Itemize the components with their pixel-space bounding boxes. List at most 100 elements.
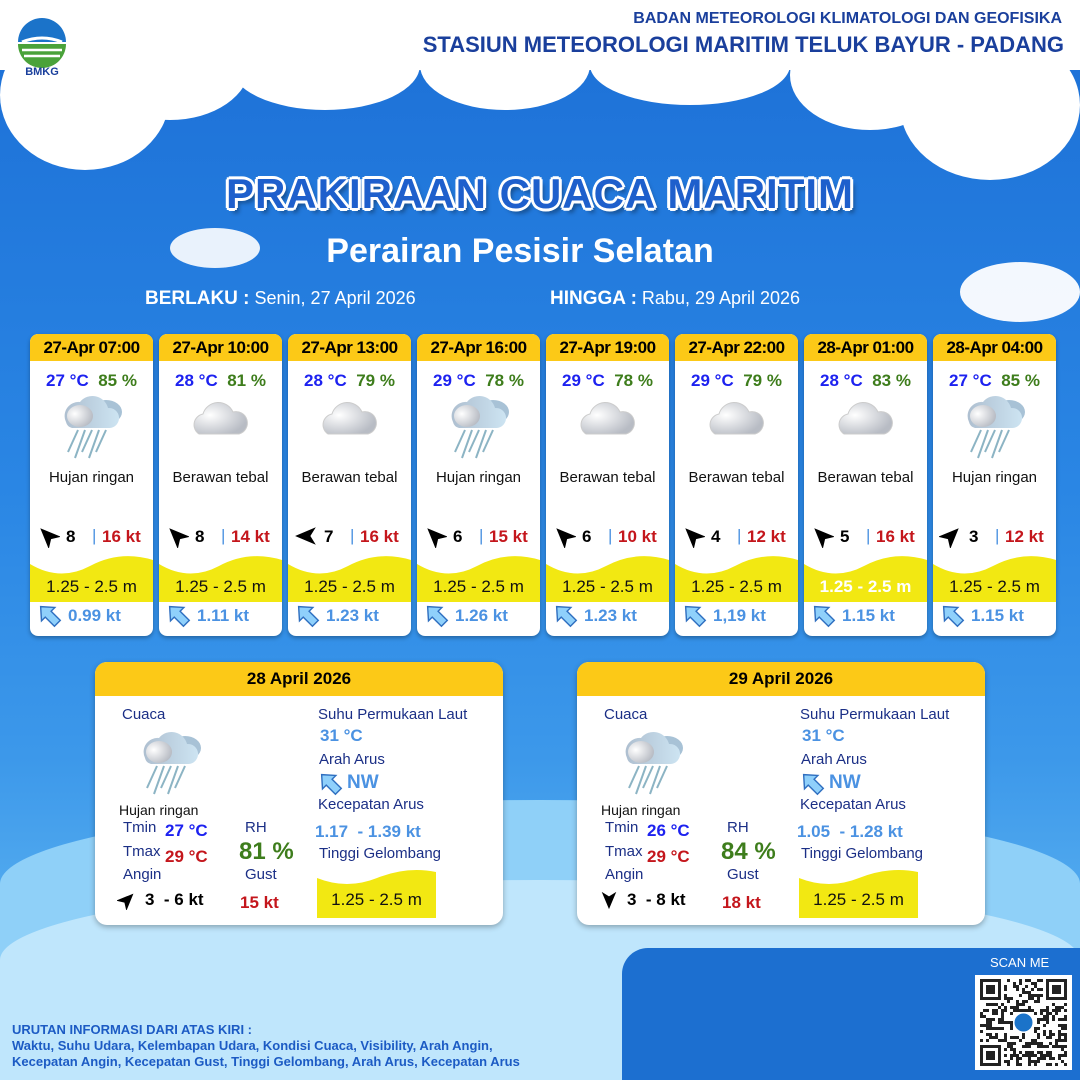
weather-condition: Hujan ringan [601,802,681,818]
forecast-card: 27-Apr 10:00 28 °C 81 % Berawan tebal 8 … [159,334,282,636]
humidity: 79 % [356,371,395,390]
weather-condition: Hujan ringan [951,469,1038,486]
daily-summary-panel: 28 April 2026 Cuaca Hujan ringan Tmin 27… [95,662,503,925]
wind-direction-icon [423,524,449,553]
temp-rh: 28 °C 79 % [288,371,411,391]
tmax-value: 29 °C [165,847,208,866]
air-temperature: 29 °C [562,371,605,390]
weather-condition: Berawan tebal [301,469,398,486]
wave-height-value: 1.25 - 2.5 m [813,890,904,909]
current-direction-icon [317,770,343,801]
wind-speed: 8 [195,527,205,546]
wind-row: 4 | 12 kt [675,524,798,550]
temp-rh: 27 °C 85 % [933,371,1056,391]
tmin-label: Tmin [123,819,157,836]
current-speed: 1.15 kt [971,606,1024,625]
wind-row: 7 | 16 kt [288,524,411,550]
wave-height: 1.25 - 2.5 m [304,577,395,596]
sst-value: 31 °C [802,726,845,745]
gust-speed: 16 kt [876,527,915,546]
weather-condition: Berawan tebal [172,469,269,486]
org-name: BADAN METEOROLOGI KLIMATOLOGI DAN GEOFIS… [633,10,1062,27]
valid-to-value: Rabu, 29 April 2026 [641,288,801,308]
gust-value: 15 kt [240,893,279,912]
wave-height: 1.25 - 2.5 m [46,577,137,596]
forecast-time: 27-Apr 07:00 [30,334,153,361]
forecast-card: 27-Apr 07:00 27 °C 85 % Hujan ringan 8 |… [30,334,153,636]
footer-line: Kecepatan Angin, Kecepatan Gust, Tinggi … [12,1054,520,1069]
cloud-icon [701,392,773,462]
gust-label: Gust [727,866,759,883]
divider: | [479,526,484,545]
footer-line: Waktu, Suhu Udara, Kelembapan Udara, Kon… [12,1038,493,1053]
tmax-label: Tmax [123,843,161,860]
wave-height: 1.25 - 2.5 m [562,577,653,596]
divider: | [221,526,226,545]
wave-height: 1.25 - 2.5 m [949,577,1040,596]
cloud-icon [830,392,902,462]
wind-row: 6 | 15 kt [417,524,540,550]
current-speed-label: Kecepatan Arus [318,796,424,813]
wave-shape [546,552,669,602]
current-direction-icon [36,602,62,633]
cloud-decoration [590,25,790,105]
valid-from-label: BERLAKU : [145,288,250,309]
weather-condition: Hujan ringan [435,469,522,486]
tmin-value: 27 °C [165,821,208,840]
wave-shape [804,552,927,602]
wind-direction-icon [552,524,578,553]
panel-date: 29 April 2026 [577,662,985,696]
gust-speed: 10 kt [618,527,657,546]
current-direction-icon [294,602,320,633]
gust-speed: 16 kt [102,527,141,546]
gust-label: Gust [245,866,277,883]
current-direction-icon [423,602,449,633]
wind-row: 8 | 14 kt [159,524,282,550]
current-direction-icon [552,602,578,633]
humidity: 83 % [872,371,911,390]
wave-height-value: 1.25 - 2.5 m [331,890,422,909]
gust-speed: 12 kt [747,527,786,546]
weather-condition: Berawan tebal [688,469,785,486]
forecast-time: 27-Apr 16:00 [417,334,540,361]
tmin-value: 26 °C [647,821,690,840]
wind-speed-range: 3 - 6 kt [145,890,204,909]
wave-shape [799,868,918,918]
divider: | [737,526,742,545]
gust-value: 18 kt [722,893,761,912]
current-direction-icon [810,602,836,633]
forecast-card: 28-Apr 01:00 28 °C 83 % Berawan tebal 5 … [804,334,927,636]
gust-speed: 14 kt [231,527,270,546]
scan-me-label: SCAN ME [990,955,1050,970]
wind-speed: 7 [324,527,334,546]
current-direction-label: Arah Arus [319,751,385,768]
cloud-decoration [90,10,250,120]
rain-cloud-icon [443,392,515,462]
air-temperature: 27 °C [949,371,992,390]
wind-speed: 8 [66,527,76,546]
temp-rh: 28 °C 83 % [804,371,927,391]
qr-code[interactable] [975,975,1072,1070]
rain-cloud-icon [617,728,689,803]
current-speed: 1,19 kt [713,606,766,625]
rh-value: 81 % [239,838,294,865]
current-speed: 1.23 kt [326,606,379,625]
daily-summary-panel: 29 April 2026 Cuaca Hujan ringan Tmin 26… [577,662,985,925]
forecast-card: 27-Apr 19:00 29 °C 78 % Berawan tebal 6 … [546,334,669,636]
current-speed-label: Kecepatan Arus [800,796,906,813]
cloud-decoration [420,20,590,110]
cloud-decoration [170,228,260,268]
divider: | [995,526,1000,545]
wind-direction-icon [810,524,836,553]
wind-direction-icon [294,524,318,553]
weather-condition: Hujan ringan [119,802,199,818]
rain-cloud-icon [959,392,1031,462]
valid-from: BERLAKU : Senin, 27 April 2026 [145,288,416,310]
rain-cloud-icon [56,392,128,462]
forecast-card: 28-Apr 04:00 27 °C 85 % Hujan ringan 3 |… [933,334,1056,636]
current-speed: 1.23 kt [584,606,637,625]
current-speed-range: 1.05 - 1.28 kt [797,822,903,841]
air-temperature: 28 °C [304,371,347,390]
rh-label: RH [727,819,749,836]
page-title: PRAKIRAAN CUACA MARITIM [225,170,855,217]
